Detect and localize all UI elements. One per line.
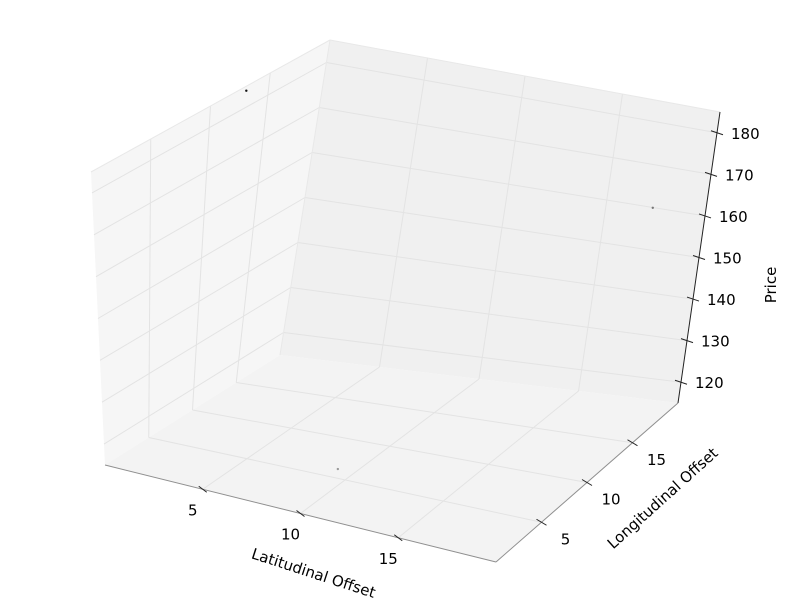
grid-line-floor-y <box>148 437 542 523</box>
grid-line-back-z <box>319 107 712 175</box>
x-tick-mark <box>393 534 403 542</box>
data-points <box>245 89 654 471</box>
z-tick-mark <box>698 213 712 219</box>
pane-edge-left-top <box>90 39 331 173</box>
z-tick-label: 140 <box>707 291 736 309</box>
z-tick-label: 180 <box>731 125 760 143</box>
z-tick-mark <box>686 296 700 302</box>
x-axis-label: Latitudinal Offset <box>249 545 378 600</box>
tick-marks-and-labels: 5 10 15 5 10 15 120 130 140 150 160 170 180 <box>188 125 760 568</box>
z-tick-mark <box>680 338 694 344</box>
pane-edge-back-top <box>329 39 721 113</box>
grid-line-back-z <box>297 242 694 300</box>
x-tick-label: 15 <box>379 550 398 568</box>
grid-line-left-z <box>101 287 291 403</box>
z-tick-label: 150 <box>713 250 742 268</box>
axis-panes <box>91 40 720 562</box>
z-tick-mark <box>704 171 718 177</box>
y-tick-label: 15 <box>647 451 666 469</box>
z-tick-label: 130 <box>701 333 730 351</box>
grid-line-left-z <box>97 197 306 319</box>
z-tick-mark <box>692 255 706 260</box>
z-axis-label: Price <box>762 267 780 304</box>
z-tick-label: 120 <box>695 374 724 392</box>
grid-line-back-z <box>283 332 682 383</box>
z-tick-mark <box>710 130 724 136</box>
z-tick-label: 170 <box>725 166 754 184</box>
y-tick-mark <box>581 479 593 486</box>
floor-pane <box>105 355 678 562</box>
grid-line-left-z <box>91 62 327 194</box>
grid-line-back-z <box>304 197 700 258</box>
z-tick-label: 160 <box>719 208 748 226</box>
grid-line-left-z <box>93 107 320 236</box>
grid-line-back-z <box>290 287 688 342</box>
grid-line-left-z <box>103 332 284 445</box>
x-tick-label: 5 <box>188 501 198 519</box>
data-point <box>336 467 340 471</box>
grid-lines <box>91 57 718 539</box>
y-tick-mark <box>536 518 547 526</box>
x-tick-label: 10 <box>281 526 300 544</box>
grid-line-floor-y <box>236 382 633 444</box>
z-tick-mark <box>674 379 688 385</box>
grid-line-back-z <box>326 62 718 134</box>
pane-edge-corner <box>279 39 331 356</box>
x-tick-mark <box>296 510 305 517</box>
grid-line-left-z <box>95 152 313 278</box>
data-point <box>245 89 248 92</box>
y-tick-label: 10 <box>601 491 620 509</box>
y-tick-label: 5 <box>561 530 571 548</box>
data-point <box>651 206 654 209</box>
grid-line-back-z <box>312 152 706 217</box>
grid-line-floor-y <box>192 409 588 483</box>
back-pane <box>280 40 720 403</box>
y-tick-mark <box>627 439 638 447</box>
x-tick-mark <box>198 485 208 493</box>
grid-line-left-z <box>99 242 299 361</box>
